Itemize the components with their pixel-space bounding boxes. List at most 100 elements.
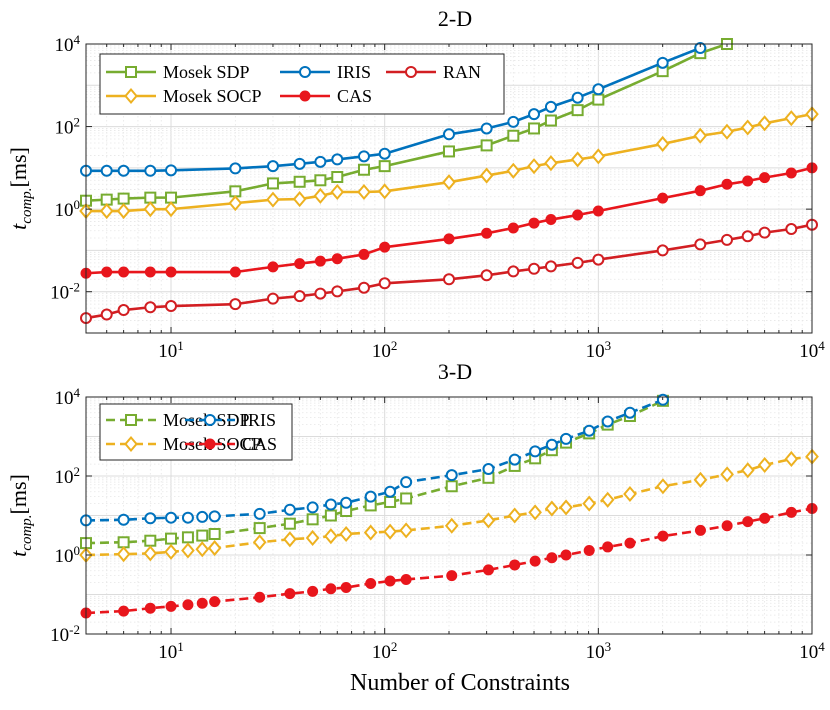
data-point-mosek-sdp [117, 192, 130, 205]
legend-label-cas: CAS [337, 86, 372, 106]
data-point-ran [785, 223, 798, 236]
data-point-cas [546, 552, 558, 564]
data-point-mosek-sdp [306, 513, 319, 526]
data-point-mosek-sdp [144, 534, 157, 547]
data-point-mosek-sdp [283, 517, 296, 530]
data-point-cas [314, 255, 326, 267]
data-point-mosek-sdp [229, 185, 242, 198]
legend-marker-mosek-socp [124, 87, 138, 105]
data-point-mosek-socp [99, 202, 114, 220]
data-point-iris [560, 432, 573, 445]
data-point-mosek-socp [507, 507, 522, 524]
legend-label-ran: RAN [443, 62, 481, 82]
y-tick-label: 100 [55, 543, 81, 568]
data-point-mosek-sdp [117, 536, 130, 549]
data-point-mosek-sdp [181, 531, 194, 544]
data-point-iris [583, 424, 596, 437]
y-tick-label: 102 [55, 464, 81, 489]
data-point-cas [721, 178, 733, 190]
data-point-mosek-sdp [266, 177, 279, 190]
data-point-mosek-socp [545, 500, 559, 517]
chart-panel-2d: 101 102 103 104 10-2 100 102 104 2-D tcomp.[ms] Mo… [6, 6, 825, 362]
data-point-ran [480, 269, 493, 282]
data-point-ran [229, 298, 242, 311]
legend-box [99, 53, 505, 115]
data-point-cas [118, 266, 130, 278]
data-point-ran [741, 230, 754, 243]
data-point-cas [358, 248, 370, 260]
legend: Mosek SDP IRIS RAN Mosek SOCP CAS [99, 53, 505, 115]
data-point-mosek-sdp [443, 145, 455, 158]
data-point-mosek-socp [164, 201, 178, 218]
data-point-mosek-socp [559, 499, 573, 516]
data-point-iris [529, 445, 542, 458]
data-point-mosek-sdp [293, 175, 306, 188]
data-point-iris [384, 485, 397, 498]
chart-title: 2-D [438, 6, 472, 31]
data-point-ran [144, 301, 157, 314]
data-point-cas [118, 605, 130, 617]
data-point-mosek-socp [506, 162, 521, 179]
data-point-cas [694, 185, 706, 197]
data-point-cas [785, 506, 797, 518]
data-point-ran [331, 285, 344, 298]
data-point-mosek-socp [383, 523, 397, 540]
data-point-cas [509, 559, 521, 571]
data-point-iris [165, 164, 178, 177]
legend-label-iris: IRIS [242, 410, 276, 430]
data-point-iris [165, 511, 178, 524]
data-point-cas [446, 570, 458, 582]
data-point-mosek-sdp [378, 160, 391, 173]
data-point-cas [481, 227, 493, 239]
data-point-cas [602, 541, 614, 553]
data-point-cas [307, 585, 319, 597]
data-point-iris [117, 164, 130, 177]
data-point-mosek-socp [656, 478, 670, 495]
data-point-iris [378, 147, 391, 160]
data-point-mosek-socp [324, 528, 338, 545]
data-point-iris [117, 513, 130, 526]
data-point-iris [443, 128, 455, 141]
data-point-mosek-socp [116, 546, 131, 563]
data-point-ran [758, 226, 771, 239]
data-point-cas [507, 222, 519, 234]
legend-marker-iris [204, 414, 216, 426]
data-point-mosek-socp [377, 183, 392, 200]
data-point-ran [443, 273, 455, 286]
data-point-mosek-socp [544, 155, 558, 172]
y-tick-label: 10-2 [50, 622, 80, 647]
data-point-cas [528, 217, 540, 229]
data-point-cas [254, 591, 266, 603]
data-point-cas [267, 261, 279, 273]
x-tick-label: 102 [372, 639, 398, 664]
data-point-iris [181, 511, 194, 524]
data-point-mosek-socp [582, 495, 596, 512]
chart-title: 3-D [438, 359, 472, 384]
data-point-ran [507, 265, 520, 278]
legend-label-mosek-sdp: Mosek SDP [163, 62, 250, 82]
data-point-mosek-socp [305, 529, 320, 547]
data-point-ran [314, 287, 327, 300]
data-point-mosek-socp [479, 167, 494, 184]
data-point-mosek-socp [591, 148, 606, 165]
data-point-cas [209, 596, 221, 608]
data-point-mosek-socp [655, 135, 670, 152]
y-tick-label: 100 [55, 197, 81, 222]
data-point-cas [624, 537, 636, 549]
data-point-ran [544, 260, 557, 273]
data-point-iris [694, 42, 707, 55]
data-point-mosek-socp [207, 539, 222, 557]
data-point-cas [572, 209, 584, 221]
data-point-iris [571, 91, 584, 104]
x-tick-label: 104 [799, 639, 825, 664]
data-point-cas [384, 575, 396, 587]
data-point-cas [721, 520, 733, 532]
data-point-cas [742, 175, 754, 187]
data-point-cas [196, 597, 208, 609]
data-point-mosek-sdp [357, 163, 370, 176]
data-point-iris [545, 438, 558, 451]
y-tick-label: 104 [55, 32, 81, 57]
legend-label-iris: IRIS [337, 62, 371, 82]
data-point-mosek-sdp [196, 529, 209, 542]
